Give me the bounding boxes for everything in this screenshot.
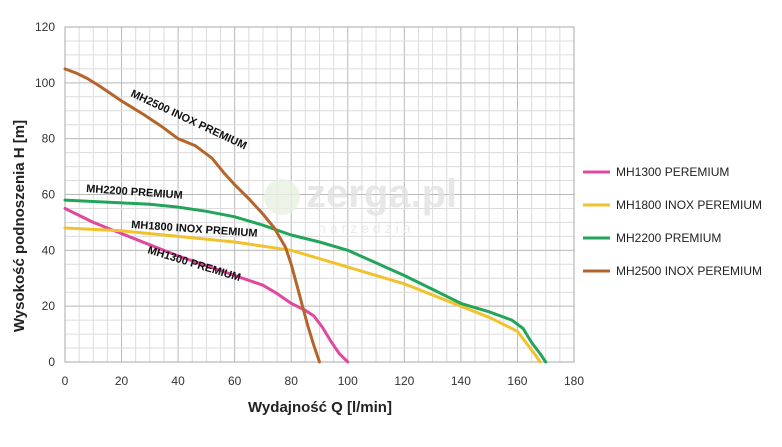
x-tick-label: 20 bbox=[115, 374, 129, 388]
y-tick-label: 40 bbox=[42, 243, 56, 257]
x-tick-label: 40 bbox=[171, 374, 185, 388]
x-tick-label: 160 bbox=[507, 374, 527, 388]
x-axis-title: Wydajność Q [l/min] bbox=[248, 399, 392, 416]
watermark-text: zerga.pl bbox=[306, 172, 457, 216]
y-tick-label: 120 bbox=[35, 20, 55, 34]
series-line-4 bbox=[63, 67, 321, 364]
x-tick-label: 0 bbox=[62, 374, 69, 388]
series-curves bbox=[63, 67, 548, 364]
x-tick-label: 140 bbox=[451, 374, 471, 388]
watermark: zerga.pl narzedzia bbox=[264, 172, 457, 236]
legend-label: MH2200 PREMIUM bbox=[616, 231, 721, 245]
x-axis-ticks: 0 20 40 60 80 100 120 140 160 180 bbox=[62, 374, 585, 388]
legend: MH1300 PEREMIUM MH1800 INOX PEREMIUM MH220… bbox=[583, 165, 762, 278]
legend-label: MH1800 INOX PEREMIUM bbox=[616, 198, 762, 212]
x-tick-label: 180 bbox=[564, 374, 584, 388]
y-tick-label: 20 bbox=[42, 299, 56, 313]
x-tick-label: 120 bbox=[394, 374, 414, 388]
series-line-1 bbox=[63, 207, 350, 364]
y-tick-label: 60 bbox=[42, 188, 56, 202]
watermark-logo-icon bbox=[264, 179, 300, 215]
y-tick-label: 0 bbox=[48, 355, 55, 369]
legend-label: MH2500 INOX PEREMIUM bbox=[616, 264, 762, 278]
plot-grid bbox=[64, 26, 575, 363]
series-line-3 bbox=[63, 198, 548, 364]
legend-label: MH1300 PEREMIUM bbox=[616, 165, 729, 179]
y-tick-label: 100 bbox=[35, 76, 55, 90]
y-tick-label: 80 bbox=[42, 132, 56, 146]
watermark-subtext: narzedzia bbox=[318, 220, 415, 236]
x-tick-label: 60 bbox=[228, 374, 242, 388]
x-tick-label: 80 bbox=[285, 374, 299, 388]
series-line-2 bbox=[63, 226, 542, 364]
y-axis-ticks: 0 20 40 60 80 100 120 bbox=[35, 20, 55, 369]
y-axis-title: Wysokość podnoszenia H [m] bbox=[11, 120, 28, 332]
curve-label-mh2200: MH2200 PREMIUM bbox=[86, 183, 183, 202]
x-tick-label: 100 bbox=[338, 374, 358, 388]
